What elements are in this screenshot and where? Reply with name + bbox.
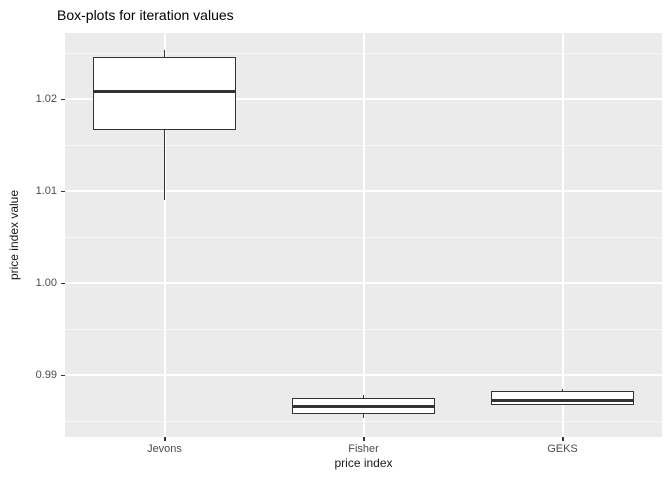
- y-tick-label: 1.02: [35, 92, 57, 105]
- y-tick-label: 0.99: [35, 368, 57, 381]
- upper-whisker-geks: [561, 389, 564, 391]
- lower-whisker-fisher: [362, 413, 365, 418]
- median-line-fisher: [292, 405, 435, 409]
- y-axis-tick: [61, 282, 65, 285]
- upper-whisker-fisher: [362, 394, 365, 399]
- median-line-jevons: [93, 90, 236, 94]
- y-tick-label: 1.00: [35, 276, 57, 289]
- y-axis-tick: [61, 98, 65, 100]
- x-axis-title: price index: [334, 456, 393, 470]
- upper-whisker-jevons: [163, 49, 166, 57]
- lower-whisker-jevons: [163, 129, 166, 201]
- x-axis-tick: [164, 437, 166, 441]
- median-line-geks: [491, 398, 634, 402]
- y-axis-tick: [61, 374, 65, 377]
- x-axis-tick: [562, 437, 564, 441]
- y-tick-label: 1.01: [35, 184, 57, 197]
- x-tick-label: Fisher: [348, 443, 379, 455]
- gridline-major-vertical: [362, 33, 365, 437]
- gridline-major-vertical: [163, 33, 166, 437]
- x-axis-tick: [363, 437, 365, 441]
- gridline-major-vertical: [561, 33, 564, 437]
- x-tick-label: Jevons: [147, 443, 182, 455]
- x-tick-label: GEKS: [547, 443, 578, 455]
- chart-title: Box-plots for iteration values: [57, 7, 234, 23]
- y-axis-tick: [61, 190, 65, 193]
